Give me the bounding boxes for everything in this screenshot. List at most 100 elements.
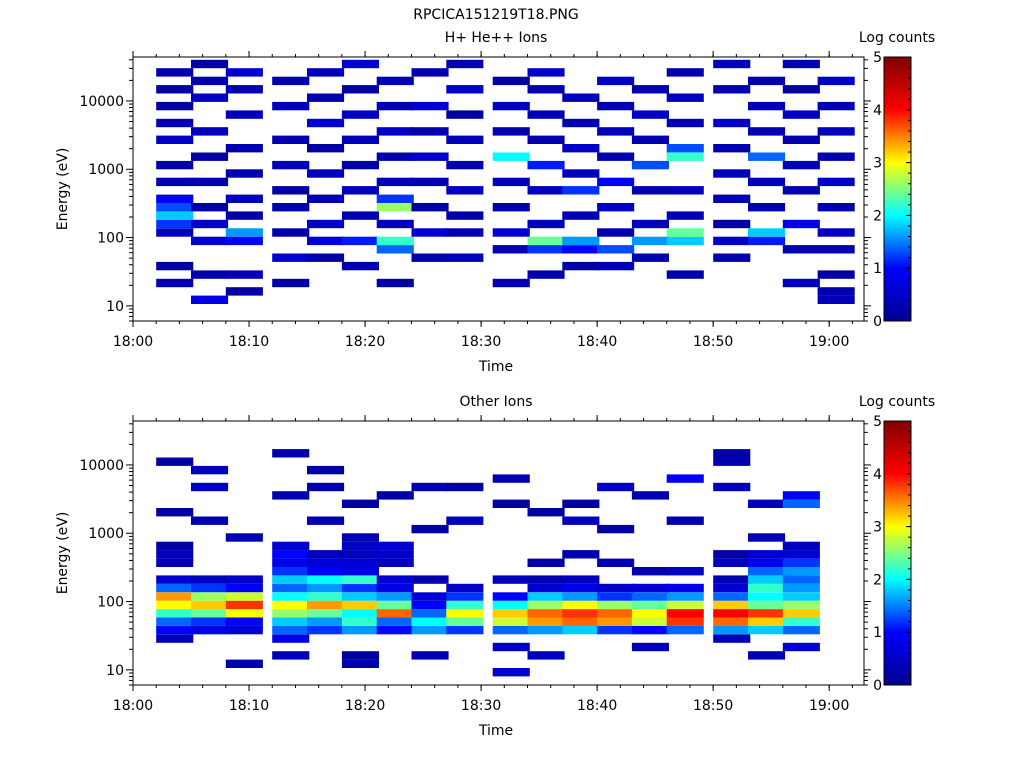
heatmap-cell (307, 68, 345, 77)
heatmap-cell (272, 253, 310, 262)
heatmap-cell (446, 186, 484, 195)
colorbar-tick-label: 1 (873, 625, 882, 641)
heatmap-cell (748, 575, 786, 584)
figure-title: RPCICA151219T18.PNG (413, 7, 578, 23)
colorbar-tick-label: 4 (873, 467, 882, 483)
heatmap-cell (225, 228, 263, 237)
heatmap-cell (748, 583, 786, 593)
heatmap-cell (597, 583, 635, 593)
heatmap-cell (492, 668, 530, 677)
heatmap-cell (817, 152, 855, 161)
y-tick-label: 100 (97, 231, 124, 247)
heatmap-cell (666, 516, 704, 525)
heatmap-cell (782, 491, 820, 500)
x-tick-label: 18:50 (693, 334, 733, 350)
heatmap-cell (782, 85, 820, 94)
heatmap-cell (411, 524, 449, 534)
heatmap-cell (782, 219, 820, 229)
heatmap-cell (272, 228, 310, 237)
heatmap-cell (631, 236, 669, 246)
heatmap-cell (376, 177, 414, 187)
heatmap-cell (631, 135, 669, 144)
x-tick-label: 18:30 (461, 334, 501, 350)
x-tick-label: 18:40 (577, 334, 617, 350)
heatmap-cell (341, 236, 379, 246)
heatmap-cell (527, 651, 565, 660)
heatmap-cell (492, 474, 530, 483)
heatmap-cell (156, 219, 194, 229)
heatmap-cell (597, 245, 635, 254)
heatmap-cell (446, 110, 484, 119)
heatmap-cell (492, 625, 530, 635)
heatmap-cell (562, 575, 600, 584)
heatmap-cell (341, 186, 379, 195)
heatmap-cell (527, 135, 565, 144)
heatmap-cell (748, 76, 786, 86)
heatmap-cell (782, 186, 820, 195)
heatmap-cell (748, 101, 786, 111)
colorbar-ticks: 0 1 2 3 4 5 (873, 414, 911, 694)
heatmap-cell (272, 160, 310, 170)
heatmap-cell (631, 617, 669, 626)
heatmap-cell (307, 144, 345, 153)
heatmap-cell (562, 609, 600, 618)
colorbar-label: Log counts (859, 394, 935, 410)
heatmap-cell (666, 211, 704, 220)
heatmap-cell (341, 85, 379, 94)
y-tick-label: 10000 (79, 458, 124, 474)
heatmap-cell (376, 278, 414, 288)
heatmap-cell (713, 59, 751, 69)
heatmap-cell (411, 482, 449, 492)
colorbar (883, 56, 912, 322)
heatmap-cell (156, 278, 194, 288)
heatmap-cell (411, 127, 449, 136)
heatmap-cell (527, 575, 565, 584)
heatmap-cell (191, 575, 229, 584)
heatmap-cell (156, 160, 194, 170)
heatmap-cell (446, 583, 484, 593)
x-tick-label: 18:00 (113, 698, 153, 714)
heatmap-cell (307, 558, 345, 567)
panel-title: H+ He++ Ions (445, 30, 548, 46)
heatmap-cell (817, 287, 855, 296)
heatmap-cell (713, 575, 751, 584)
heatmap-cell (156, 625, 194, 635)
heatmap-cell (376, 127, 414, 136)
heatmap-cell (341, 659, 379, 668)
heatmap-cell (817, 270, 855, 279)
heatmap-cell (225, 287, 263, 296)
heatmap-cell (631, 110, 669, 119)
heatmap-cell (191, 127, 229, 136)
heatmap-cell (272, 567, 310, 576)
heatmap-cell (527, 219, 565, 229)
heatmap-cell (562, 236, 600, 246)
heatmap-cell (156, 211, 194, 220)
heatmap-cell (562, 600, 600, 610)
heatmap-cell (376, 575, 414, 584)
x-tick-label: 18:50 (693, 698, 733, 714)
heatmap-cell (597, 76, 635, 86)
heatmap-cell (446, 211, 484, 220)
heatmap-cell (191, 270, 229, 279)
heatmap-cell (272, 625, 310, 635)
heatmap-cell (307, 575, 345, 584)
heatmap-cell (225, 236, 263, 246)
heatmap-cell (597, 203, 635, 212)
heatmap-cell (666, 583, 704, 593)
heatmap-cell (225, 85, 263, 94)
heatmap-cell (191, 152, 229, 161)
heatmap-cell (307, 118, 345, 128)
heatmap-cell (631, 253, 669, 262)
y-axis-label: Energy (eV) (55, 512, 71, 595)
colorbar-tick-label: 2 (873, 208, 882, 224)
heatmap-cell (492, 127, 530, 136)
y-tick-label: 1000 (88, 526, 124, 542)
heatmap-cell (748, 617, 786, 626)
heatmap-cell (341, 592, 379, 601)
heatmap-cell (411, 592, 449, 601)
heatmap-cell (492, 228, 530, 237)
colorbar-tick-label: 3 (873, 156, 882, 172)
heatmap-cell (817, 101, 855, 111)
heatmap-cell (307, 600, 345, 610)
heatmap-cell (156, 118, 194, 128)
